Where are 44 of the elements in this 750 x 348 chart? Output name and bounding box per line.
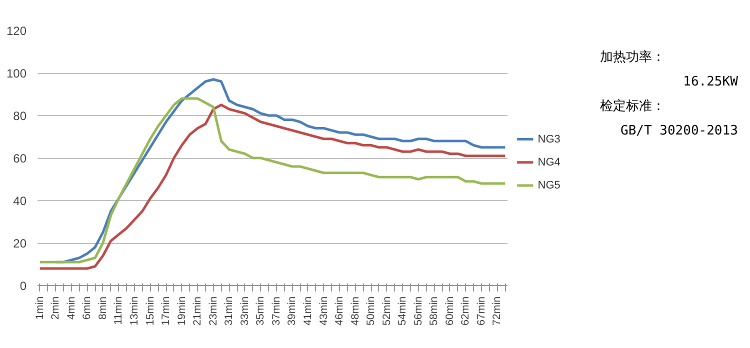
y-tick-label: 40 — [13, 194, 27, 208]
x-tick-label: 35min — [254, 296, 267, 326]
x-tick-label: 48min — [349, 296, 362, 326]
y-tick-label: 60 — [13, 152, 27, 166]
x-tick-label: 62min — [460, 296, 472, 326]
x-tick-label: 31min — [223, 296, 236, 326]
y-tick-label: 120 — [6, 24, 27, 38]
legend-label: NG5 — [538, 180, 560, 192]
x-tick-label: 19min — [176, 296, 188, 326]
x-tick-label: 50min — [365, 296, 378, 326]
text: 加热功率： — [600, 49, 665, 66]
y-tick-label: 100 — [6, 66, 27, 80]
x-tick-label: 52min — [380, 296, 393, 326]
x-tick-label: 56min — [412, 296, 424, 326]
y-tick-label: 20 — [13, 236, 27, 250]
x-tick-label: 17min — [160, 296, 172, 326]
text: GB/T 30200-2013 — [620, 124, 738, 139]
x-tick-label: 46min — [334, 296, 346, 326]
y-tick-label: 80 — [13, 109, 27, 123]
x-tick-label: 15min — [144, 296, 156, 326]
x-tick-label: 58min — [428, 296, 440, 326]
x-tick-label: 8min — [96, 296, 109, 320]
text: 检定标准： — [600, 99, 665, 114]
x-tick-label: 4min — [65, 296, 78, 320]
x-tick-label: 1min — [34, 296, 46, 320]
y-tick-label: 0 — [20, 279, 27, 293]
x-tick-label: 41min — [302, 296, 314, 326]
x-tick-label: 60min — [444, 296, 456, 326]
x-tick-label: 54min — [396, 296, 409, 326]
x-tick-label: 33min — [238, 296, 251, 326]
x-tick-label: 23min — [207, 296, 220, 326]
text: 16.25KW — [683, 74, 738, 90]
x-tick-label: 37min — [270, 296, 282, 326]
x-tick-label: 67min — [475, 296, 488, 326]
x-tick-label: 39min — [286, 296, 298, 326]
legend-label: NG4 — [538, 156, 560, 168]
x-tick-label: 21min — [192, 296, 204, 326]
x-tick-label: 43min — [318, 296, 330, 326]
legend-label: NG3 — [538, 133, 560, 146]
x-tick-label: 72min — [491, 296, 504, 326]
x-tick-label: 6min — [81, 296, 94, 320]
x-tick-label: 11min — [112, 296, 125, 325]
x-tick-label: 2min — [50, 296, 62, 320]
x-tick-label: 13min — [128, 296, 140, 326]
